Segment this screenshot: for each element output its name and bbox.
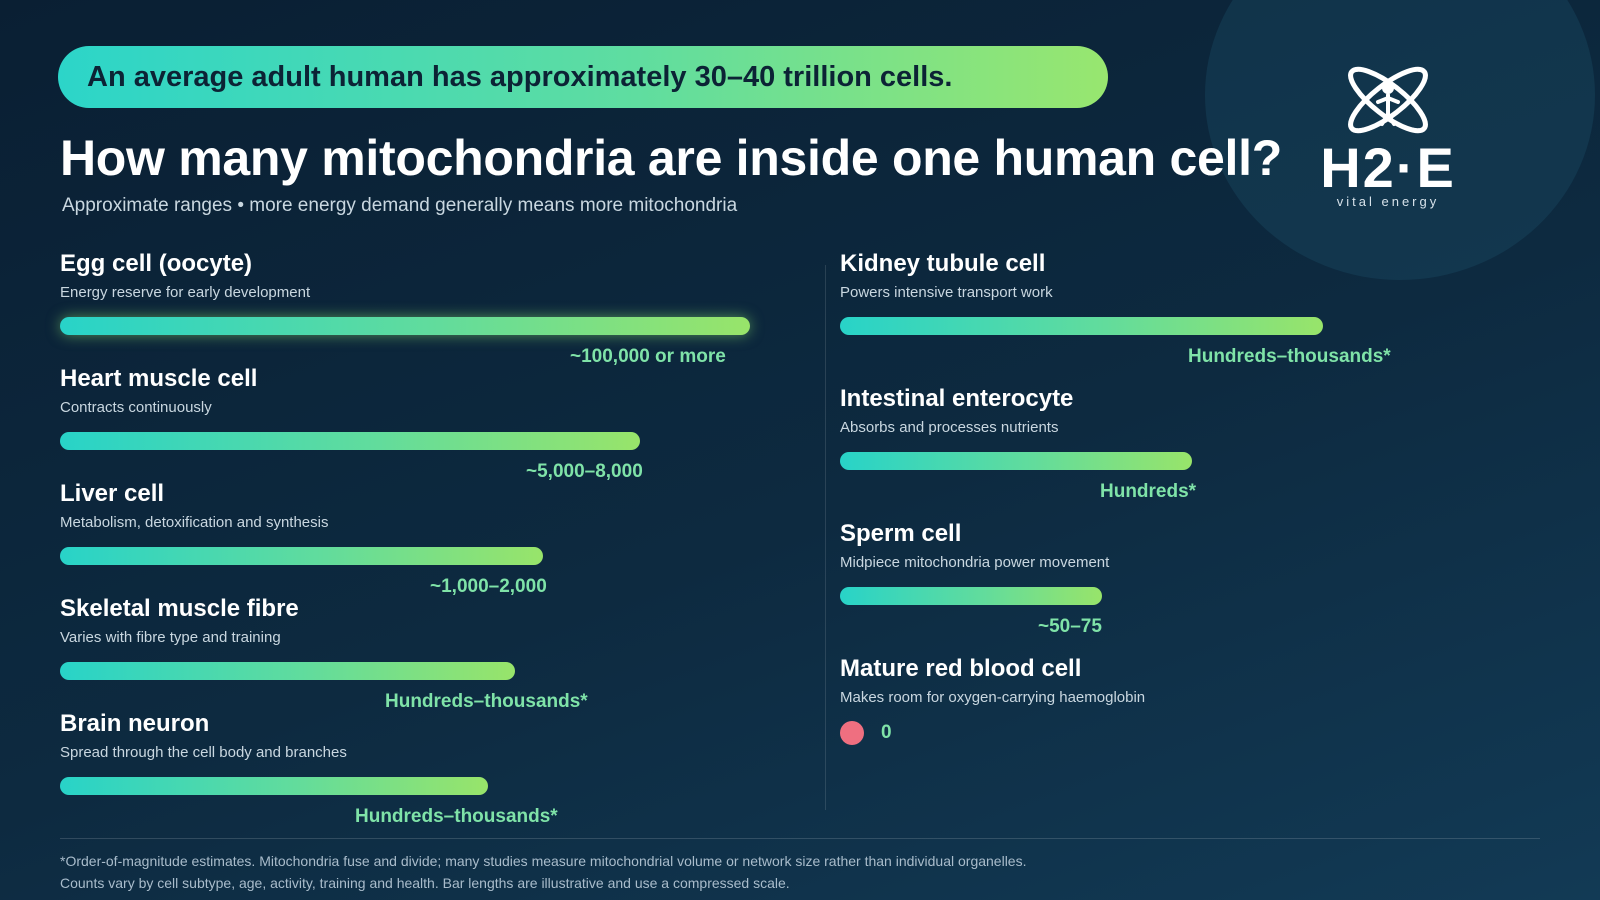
cell-description: Contracts continuously: [60, 399, 212, 416]
fact-banner-text: An average adult human has approximately…: [87, 60, 953, 93]
cell-description: Powers intensive transport work: [840, 284, 1053, 301]
cell-item-enterocyte: Intestinal enterocyte Absorbs and proces…: [840, 385, 1073, 436]
cell-value-liver: ~1,000–2,000: [430, 576, 547, 597]
cell-value-neuron: Hundreds–thousands*: [355, 806, 558, 827]
logo-wordmark: H2·E: [1320, 136, 1456, 199]
zero-indicator-dot: [840, 721, 864, 745]
page-subtitle: Approximate ranges • more energy demand …: [62, 195, 738, 216]
cell-value-kidney: Hundreds–thousands*: [1188, 346, 1391, 367]
atom-figure-icon: [1348, 66, 1428, 134]
cell-title: Sperm cell: [840, 520, 962, 547]
cell-item-heart: Heart muscle cell Contracts continuously: [60, 365, 257, 416]
cell-bar-liver: [60, 547, 543, 565]
cell-item-skeletal-muscle: Skeletal muscle fibre Varies with fibre …: [60, 595, 299, 646]
cell-bar-heart: [60, 432, 640, 450]
footnote-line-2: Counts vary by cell subtype, age, activi…: [60, 875, 790, 891]
cell-title: Heart muscle cell: [60, 365, 258, 392]
cell-value-sperm: ~50–75: [1038, 616, 1102, 637]
cell-title: Liver cell: [60, 480, 165, 507]
cell-bar-skeletal-muscle: [60, 662, 515, 680]
brand-logo: H2·E vital energy: [1278, 62, 1498, 212]
cell-item-kidney: Kidney tubule cell Powers intensive tran…: [840, 250, 1053, 301]
cell-bar-neuron: [60, 777, 488, 795]
cell-description: Metabolism, detoxification and synthesis: [60, 514, 329, 531]
footer-divider: [60, 838, 1540, 839]
cell-title: Mature red blood cell: [840, 655, 1082, 682]
cell-bar-kidney: [840, 317, 1323, 335]
cell-title: Intestinal enterocyte: [840, 385, 1074, 412]
cell-item-neuron: Brain neuron Spread through the cell bod…: [60, 710, 347, 761]
cell-description: Midpiece mitochondria power movement: [840, 554, 1110, 571]
cell-description: Varies with fibre type and training: [60, 629, 281, 646]
column-divider: [825, 265, 826, 810]
cell-bar-egg: [60, 317, 750, 335]
cell-value-red-blood-cell: 0: [881, 722, 892, 743]
cell-title: Egg cell (oocyte): [60, 250, 253, 277]
fact-banner: An average adult human has approximately…: [58, 46, 1108, 108]
page-title: How many mitochondria are inside one hum…: [60, 130, 1282, 186]
cell-description: Absorbs and processes nutrients: [840, 419, 1059, 436]
cell-description: Spread through the cell body and branche…: [60, 744, 347, 761]
cell-item-sperm: Sperm cell Midpiece mitochondria power m…: [840, 520, 1109, 571]
cell-title: Skeletal muscle fibre: [60, 595, 299, 622]
cell-item-egg: Egg cell (oocyte) Energy reserve for ear…: [60, 250, 310, 301]
cell-value-egg: ~100,000 or more: [570, 346, 726, 367]
cell-bar-sperm: [840, 587, 1102, 605]
cell-title: Brain neuron: [60, 710, 210, 737]
logo-tagline: vital energy: [1336, 194, 1440, 209]
cell-item-red-blood-cell: Mature red blood cell Makes room for oxy…: [840, 655, 1145, 706]
cell-value-skeletal-muscle: Hundreds–thousands*: [385, 691, 588, 712]
cell-description: Makes room for oxygen-carrying haemoglob…: [840, 689, 1146, 706]
cell-title: Kidney tubule cell: [840, 250, 1046, 277]
footnote-line-1: *Order-of-magnitude estimates. Mitochond…: [60, 853, 1027, 869]
cell-value-enterocyte: Hundreds*: [1100, 481, 1197, 502]
cell-description: Energy reserve for early development: [60, 284, 311, 301]
cell-value-heart: ~5,000–8,000: [526, 461, 643, 482]
cell-item-liver: Liver cell Metabolism, detoxification an…: [60, 480, 328, 531]
cell-bar-enterocyte: [840, 452, 1192, 470]
